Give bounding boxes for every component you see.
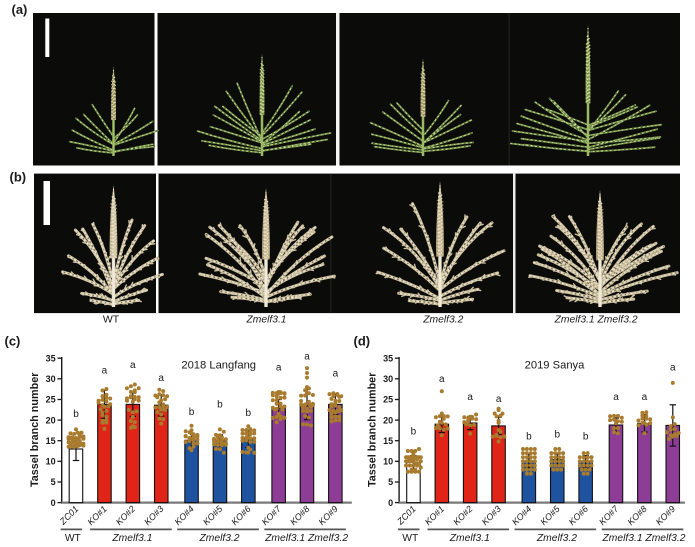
svg-text:KO#5: KO#5 [201,503,225,527]
svg-text:a: a [467,392,473,403]
svg-text:a: a [158,373,164,384]
svg-text:b: b [217,399,223,410]
svg-text:b: b [555,429,561,440]
svg-text:KO#1: KO#1 [85,504,108,527]
svg-text:b: b [583,431,589,442]
svg-text:b: b [246,408,252,419]
svg-text:10: 10 [383,457,393,467]
svg-text:ZC01: ZC01 [57,504,80,527]
svg-text:KO#8: KO#8 [288,504,311,527]
svg-text:2018 Langfang: 2018 Langfang [181,360,256,372]
svg-text:Zmelf3.1: Zmelf3.1 [245,314,286,325]
svg-text:a: a [276,362,282,373]
svg-text:(b): (b) [10,170,27,185]
svg-text:Zmelf3.1: Zmelf3.1 [111,533,152,544]
svg-text:15: 15 [383,436,393,446]
svg-text:20: 20 [46,415,56,425]
svg-text:5: 5 [388,477,393,487]
svg-text:Zmelf3.1 Zmelf3.2: Zmelf3.1 Zmelf3.2 [602,533,686,544]
svg-text:KO#9: KO#9 [316,504,339,527]
svg-text:35: 35 [383,353,393,363]
svg-text:25: 25 [46,395,56,405]
svg-text:a: a [496,394,502,405]
svg-text:Zmelf3.2: Zmelf3.2 [198,533,239,544]
svg-text:Zmelf3.1: Zmelf3.1 [449,533,490,544]
svg-text:(c): (c) [5,334,21,349]
svg-text:30: 30 [383,374,393,384]
svg-text:KO#6: KO#6 [229,504,252,527]
svg-text:b: b [73,409,79,420]
svg-text:b: b [526,431,532,442]
svg-text:KO#3: KO#3 [480,504,503,527]
svg-text:KO#4: KO#4 [173,504,196,527]
svg-text:KO#7: KO#7 [597,503,621,527]
svg-text:35: 35 [46,353,56,363]
svg-text:ZC01: ZC01 [394,504,417,527]
svg-text:Tassel branch number: Tassel branch number [367,372,379,487]
svg-text:30: 30 [46,374,56,384]
svg-text:a: a [613,392,619,403]
svg-text:25: 25 [383,395,393,405]
svg-text:Tassel branch number: Tassel branch number [29,372,41,487]
svg-text:0: 0 [388,498,393,508]
svg-text:a: a [333,369,339,380]
svg-text:WT: WT [65,533,82,544]
svg-text:WT: WT [103,313,120,325]
svg-text:Zmelf3.2: Zmelf3.2 [422,314,463,325]
svg-text:a: a [102,366,108,377]
svg-text:KO#2: KO#2 [451,504,474,527]
svg-text:b: b [411,426,417,437]
svg-text:KO#7: KO#7 [260,503,284,527]
svg-text:Zmelf3.1 Zmelf3.2: Zmelf3.1 Zmelf3.2 [264,533,348,544]
svg-text:(a): (a) [12,2,28,17]
svg-text:15: 15 [46,436,56,446]
svg-text:Zmelf3.2: Zmelf3.2 [536,533,577,544]
svg-text:KO#5: KO#5 [538,503,562,527]
svg-text:5: 5 [51,477,56,487]
svg-text:KO#3: KO#3 [142,504,165,527]
svg-text:KO#2: KO#2 [114,504,137,527]
svg-text:20: 20 [383,415,393,425]
svg-text:KO#6: KO#6 [567,504,590,527]
svg-text:KO#8: KO#8 [625,504,648,527]
svg-text:0: 0 [51,498,56,508]
svg-text:Zmelf3.1 Zmelf3.2: Zmelf3.1 Zmelf3.2 [554,314,638,325]
svg-text:KO#4: KO#4 [510,504,533,527]
svg-text:a: a [670,362,676,373]
svg-text:b: b [189,407,195,418]
svg-text:a: a [304,351,310,362]
svg-text:a: a [439,374,445,385]
svg-text:2019 Sanya: 2019 Sanya [525,360,585,372]
svg-text:WT: WT [402,533,419,544]
svg-text:KO#1: KO#1 [423,504,446,527]
svg-text:a: a [642,392,648,403]
svg-text:KO#9: KO#9 [654,504,677,527]
svg-text:10: 10 [46,457,56,467]
svg-text:a: a [130,360,136,371]
svg-text:(d): (d) [354,334,371,349]
